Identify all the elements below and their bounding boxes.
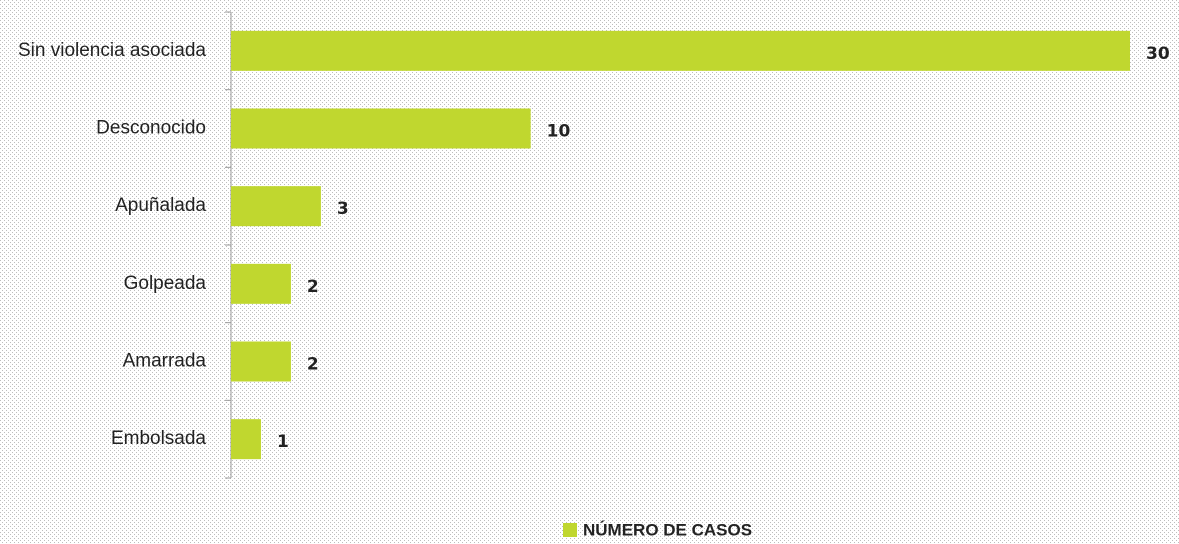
- bar: [231, 30, 1130, 71]
- y-tick-label: Desconocido: [96, 118, 206, 139]
- y-tick-label: Golpeada: [124, 273, 207, 294]
- bar: [231, 186, 321, 227]
- bar: [231, 108, 531, 149]
- y-tick-label: Sin violencia asociada: [18, 40, 206, 61]
- y-tick-label: Embolsada: [111, 428, 206, 449]
- data-label: 3: [337, 199, 349, 219]
- data-label: 2: [307, 277, 319, 297]
- bar: [231, 419, 261, 460]
- y-tick-label: Apuñalada: [115, 195, 206, 216]
- bar: [231, 341, 291, 382]
- bar: [231, 263, 291, 304]
- data-label: 10: [547, 122, 571, 142]
- legend-swatch: [563, 523, 577, 537]
- legend-label: NÚMERO DE CASOS: [583, 520, 752, 539]
- data-label: 1: [277, 432, 289, 452]
- data-label: 2: [307, 355, 319, 375]
- data-label: 30: [1146, 44, 1170, 64]
- y-tick-label: Amarrada: [123, 351, 207, 372]
